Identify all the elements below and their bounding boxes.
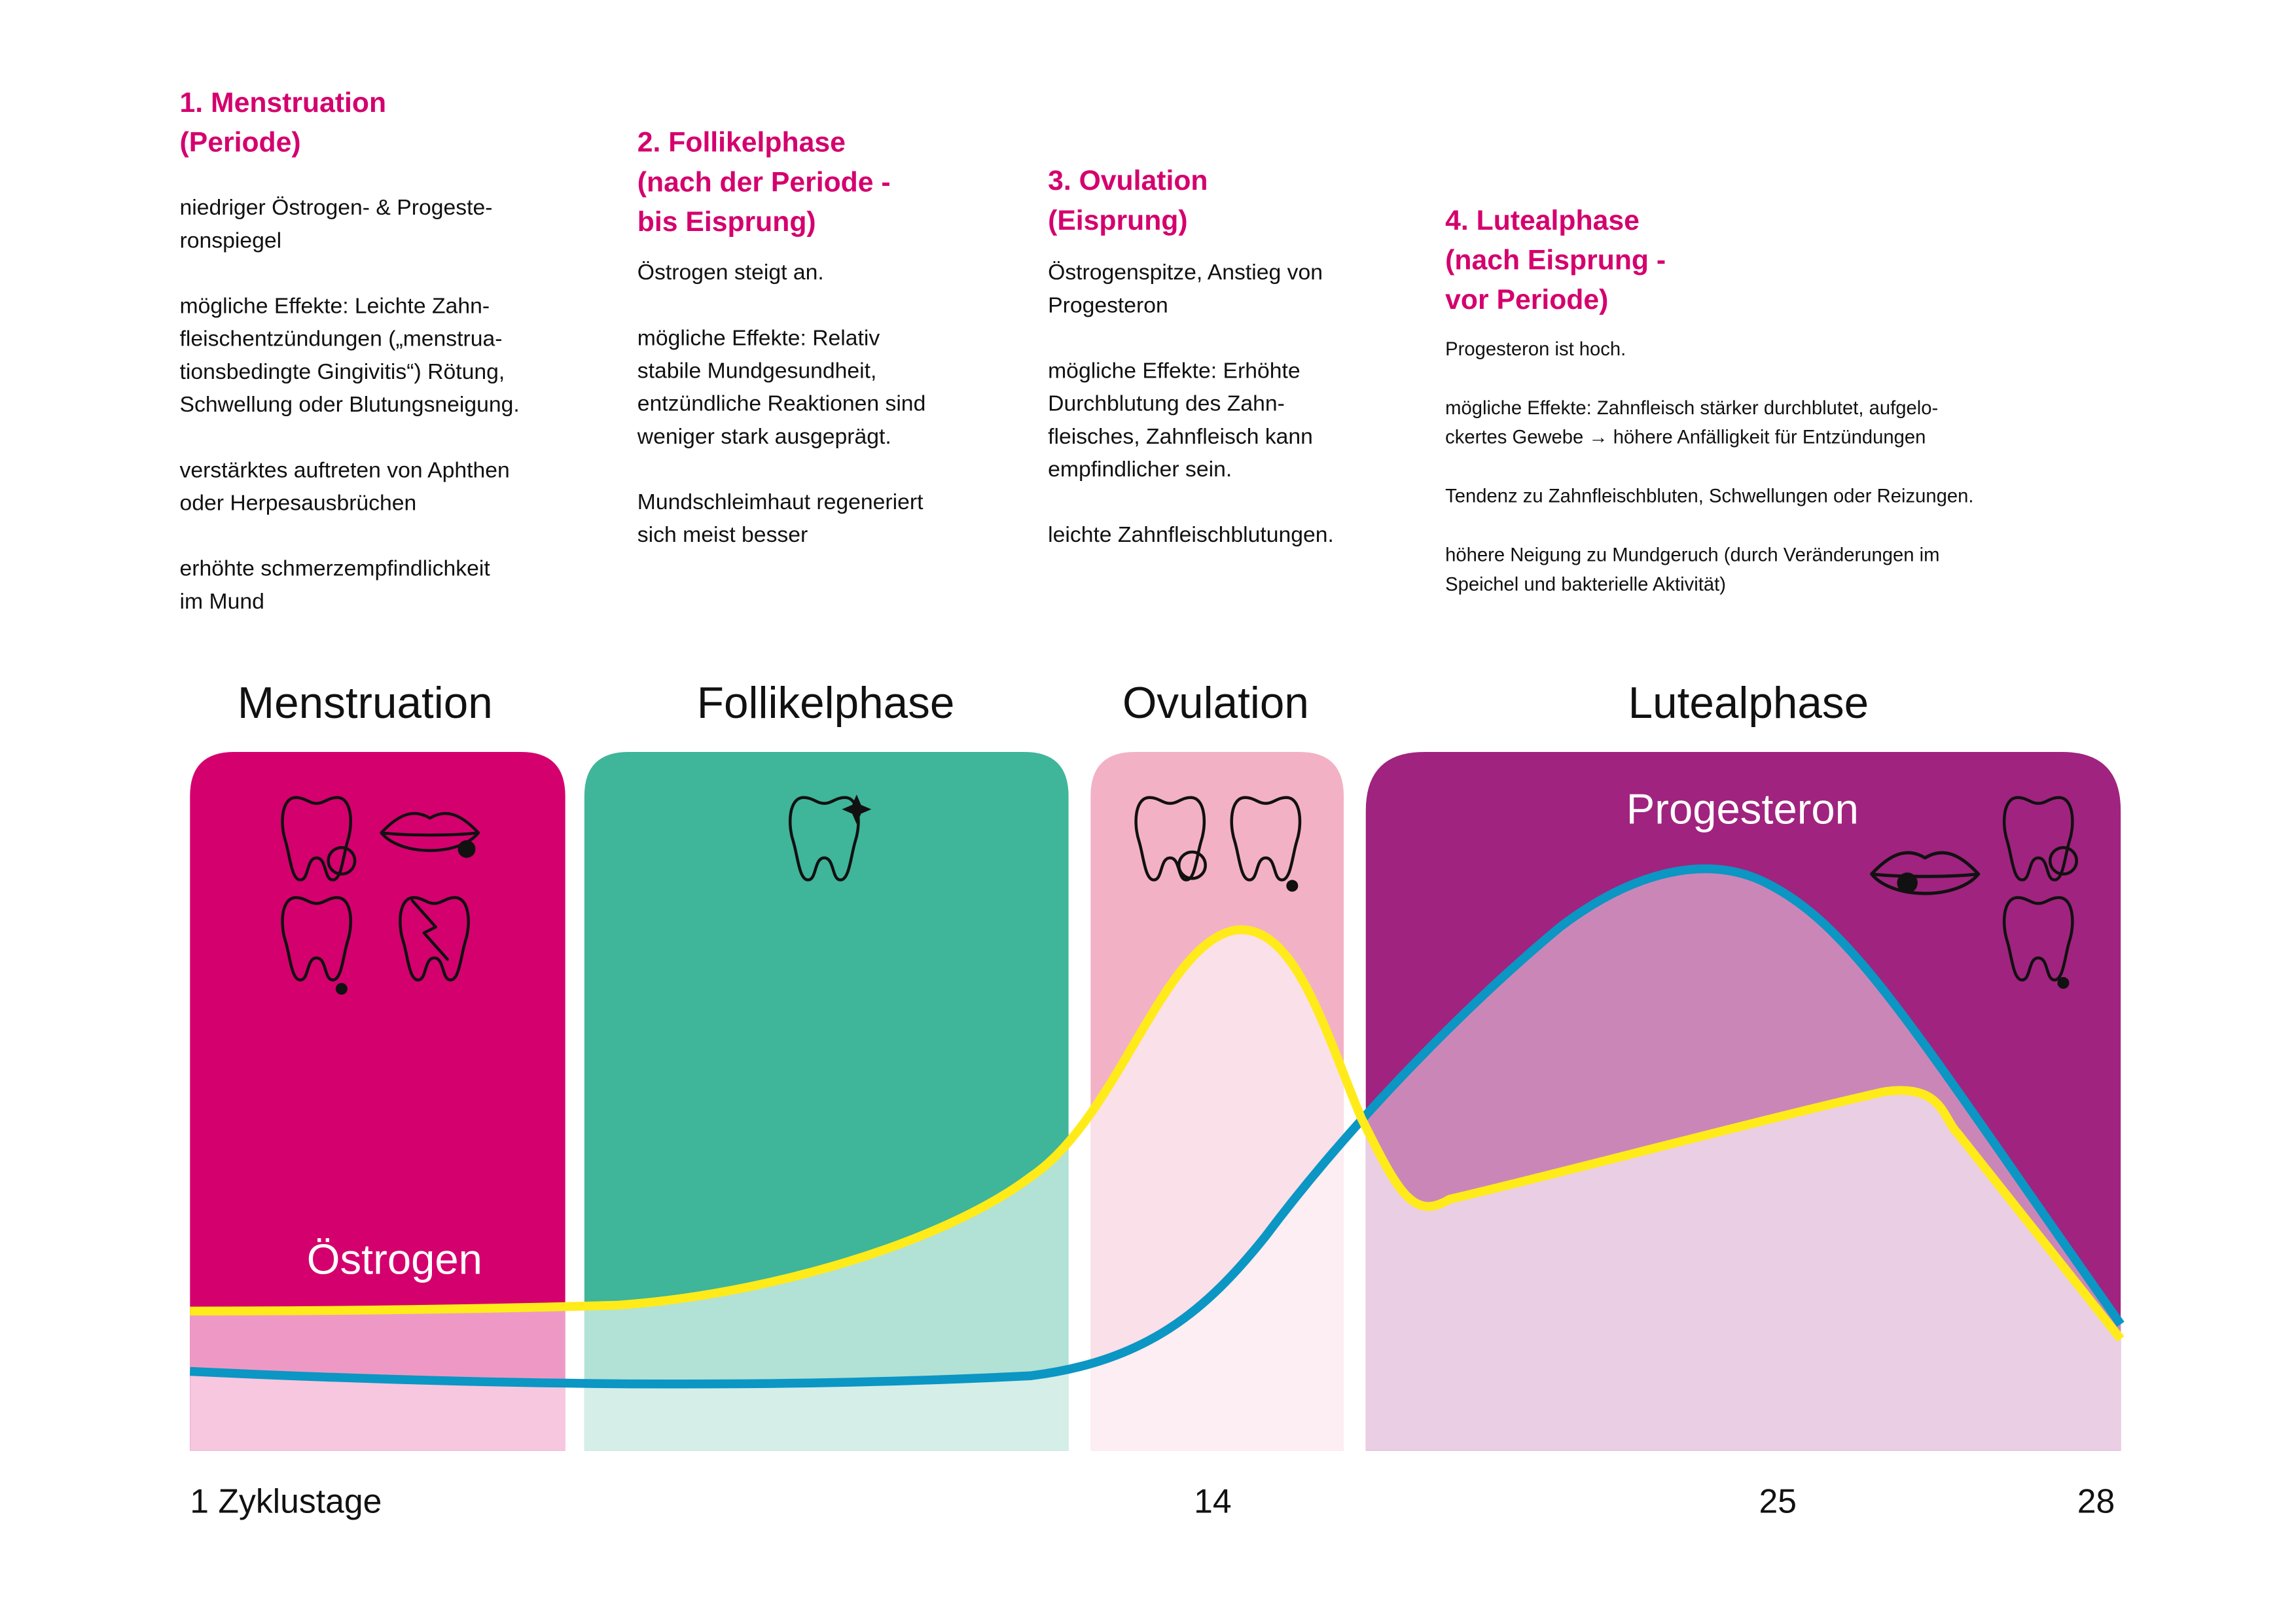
phase-text: Durchblutung des Zahn- (1048, 391, 1285, 416)
phase-title: (Eisprung) (1048, 205, 1188, 236)
axis-label: 28 (2077, 1482, 2115, 1520)
phase-text: erhöhte schmerzempfindlichkeit (180, 556, 491, 581)
phase-title: 4. Lutealphase (1445, 205, 1640, 236)
band-label: Follikelphase (697, 679, 955, 728)
phase-text: niedriger Östrogen- & Progeste- (180, 195, 493, 220)
sparkle-icon (842, 794, 872, 825)
phase-text: Tendenz zu Zahnfleischbluten, Schwellung… (1445, 486, 1973, 507)
phase-title: 2. Follikelphase (637, 127, 846, 158)
phase-text: Östrogenspitze, Anstieg von (1048, 260, 1323, 285)
phase-text: mögliche Effekte: Zahnfleisch stärker du… (1445, 398, 1938, 419)
phase-text: entzündliche Reaktionen sind (637, 391, 926, 416)
band-label: Ovulation (1122, 679, 1309, 728)
phase-text: ckertes Gewebe → höhere Anfälligkeit für… (1445, 427, 1926, 448)
phase-title: (Periode) (180, 127, 301, 158)
axis-label: 14 (1194, 1482, 1232, 1520)
phase-title: (nach Eisprung - (1445, 244, 1666, 276)
axis-label: 25 (1759, 1482, 1797, 1520)
axis-label: 1 Zyklustage (190, 1482, 382, 1520)
phase-text: Progesteron ist hoch. (1445, 339, 1626, 360)
bolt-icon (410, 899, 450, 961)
phase-text: im Mund (180, 589, 264, 614)
area-under-curves (190, 929, 2121, 1451)
swelling-icon (1897, 872, 1918, 893)
phase-text: oder Herpesausbrüchen (180, 490, 417, 515)
area-under-progesterone (190, 868, 2121, 1451)
curve-label: Östrogen (307, 1235, 482, 1283)
phase-title: vor Periode) (1445, 284, 1608, 315)
icons (283, 794, 2078, 995)
phase-text: weniger stark ausgeprägt. (637, 424, 891, 449)
phase-title: 3. Ovulation (1048, 165, 1208, 196)
phase-text: Progesteron (1048, 293, 1168, 317)
phase-text: Speichel und bakterielle Aktivität) (1445, 575, 1726, 596)
phase-text: Mundschleimhaut regeneriert (637, 490, 924, 514)
phase-title: (nach der Periode - (637, 166, 891, 198)
curve-label: Progesteron (1626, 785, 1859, 832)
phase-text: leichte Zahnfleischblutungen. (1048, 522, 1334, 547)
phase-text: höhere Neigung zu Mundgeruch (durch Verä… (1445, 545, 1939, 566)
phase-text: sich meist besser (637, 522, 808, 547)
band-label: Lutealphase (1628, 679, 1869, 728)
aphtha-icon (457, 840, 476, 858)
blood-icon (2057, 976, 2070, 989)
phase-text: ronspiegel (180, 228, 282, 253)
blood-icon (1286, 880, 1299, 892)
phase-text: mögliche Effekte: Leichte Zahn- (180, 294, 490, 319)
phase-text: empfindlicher sein. (1048, 457, 1232, 482)
phase-text: Östrogen steigt an. (637, 260, 824, 285)
phase-title: bis Eisprung) (637, 206, 816, 238)
pain-icon (1177, 850, 1207, 880)
phase-text: tionsbedingte Gingivitis“) Rötung, (180, 359, 505, 384)
band-label: Menstruation (238, 679, 493, 728)
phase-text: fleischentzündungen („menstrua- (180, 327, 503, 351)
phase-text: Schwellung oder Blutungsneigung. (180, 392, 520, 417)
phase-title: 1. Menstruation (180, 87, 387, 118)
phase-text: stabile Mundgesundheit, (637, 359, 877, 383)
phase-text: mögliche Effekte: Erhöhte (1048, 359, 1300, 383)
phase-text: mögliche Effekte: Relativ (637, 325, 880, 350)
estrogen-curve (190, 925, 2125, 1342)
pain-icon (2049, 846, 2078, 876)
phase-text: fleisches, Zahnfleisch kann (1048, 424, 1313, 449)
phase-text: verstärktes auftreten von Aphthen (180, 457, 510, 482)
curve-areas (190, 868, 2121, 1451)
blood-icon (335, 982, 348, 995)
pain-icon (327, 846, 357, 876)
